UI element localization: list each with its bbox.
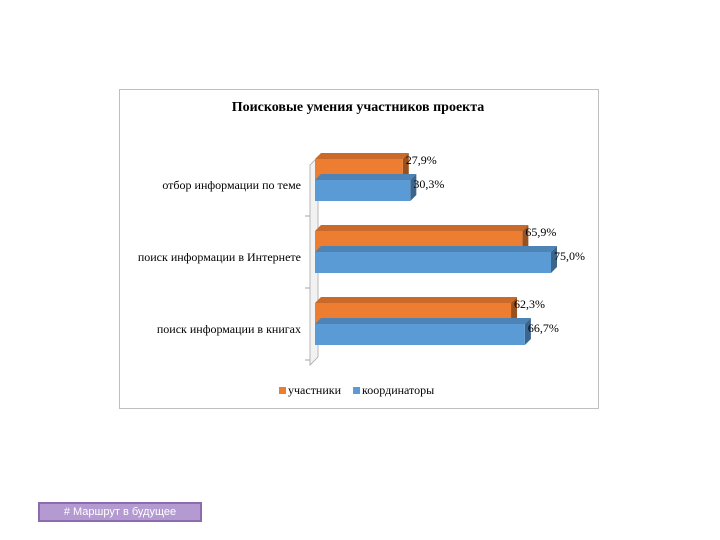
data-label: 62,3% [514, 297, 545, 311]
bar [315, 324, 525, 345]
y-tick-label: поиск информации в книгах [157, 322, 301, 336]
bar [315, 252, 551, 273]
bar [315, 180, 411, 201]
y-tick-label: отбор информации по теме [162, 178, 301, 192]
legend-swatch [279, 387, 286, 394]
route-button[interactable]: # Маршрут в будущее [38, 502, 202, 522]
bar-top [315, 246, 557, 252]
bar-side [524, 318, 531, 345]
legend-label: участники [288, 383, 342, 397]
bar-top [315, 174, 417, 180]
bar-top [315, 297, 518, 303]
data-label: 27,9% [406, 153, 437, 167]
data-label: 65,9% [525, 225, 556, 239]
bar-top [315, 318, 531, 324]
bar-top [315, 225, 529, 231]
bar-side [522, 225, 529, 252]
data-label: 66,7% [528, 321, 559, 335]
data-label: 75,0% [554, 249, 585, 263]
bar-side [511, 297, 518, 324]
bar-side [410, 174, 417, 201]
chart-title: Поисковые умения участников проекта [232, 100, 485, 115]
bar-side [402, 153, 409, 180]
bar-top [315, 153, 409, 159]
legend-swatch [353, 387, 361, 394]
bar-side [551, 246, 557, 273]
y-tick-label: поиск информации в Интернете [138, 250, 301, 264]
data-label: 30,3% [413, 177, 444, 191]
legend-label: координаторы [362, 383, 434, 397]
